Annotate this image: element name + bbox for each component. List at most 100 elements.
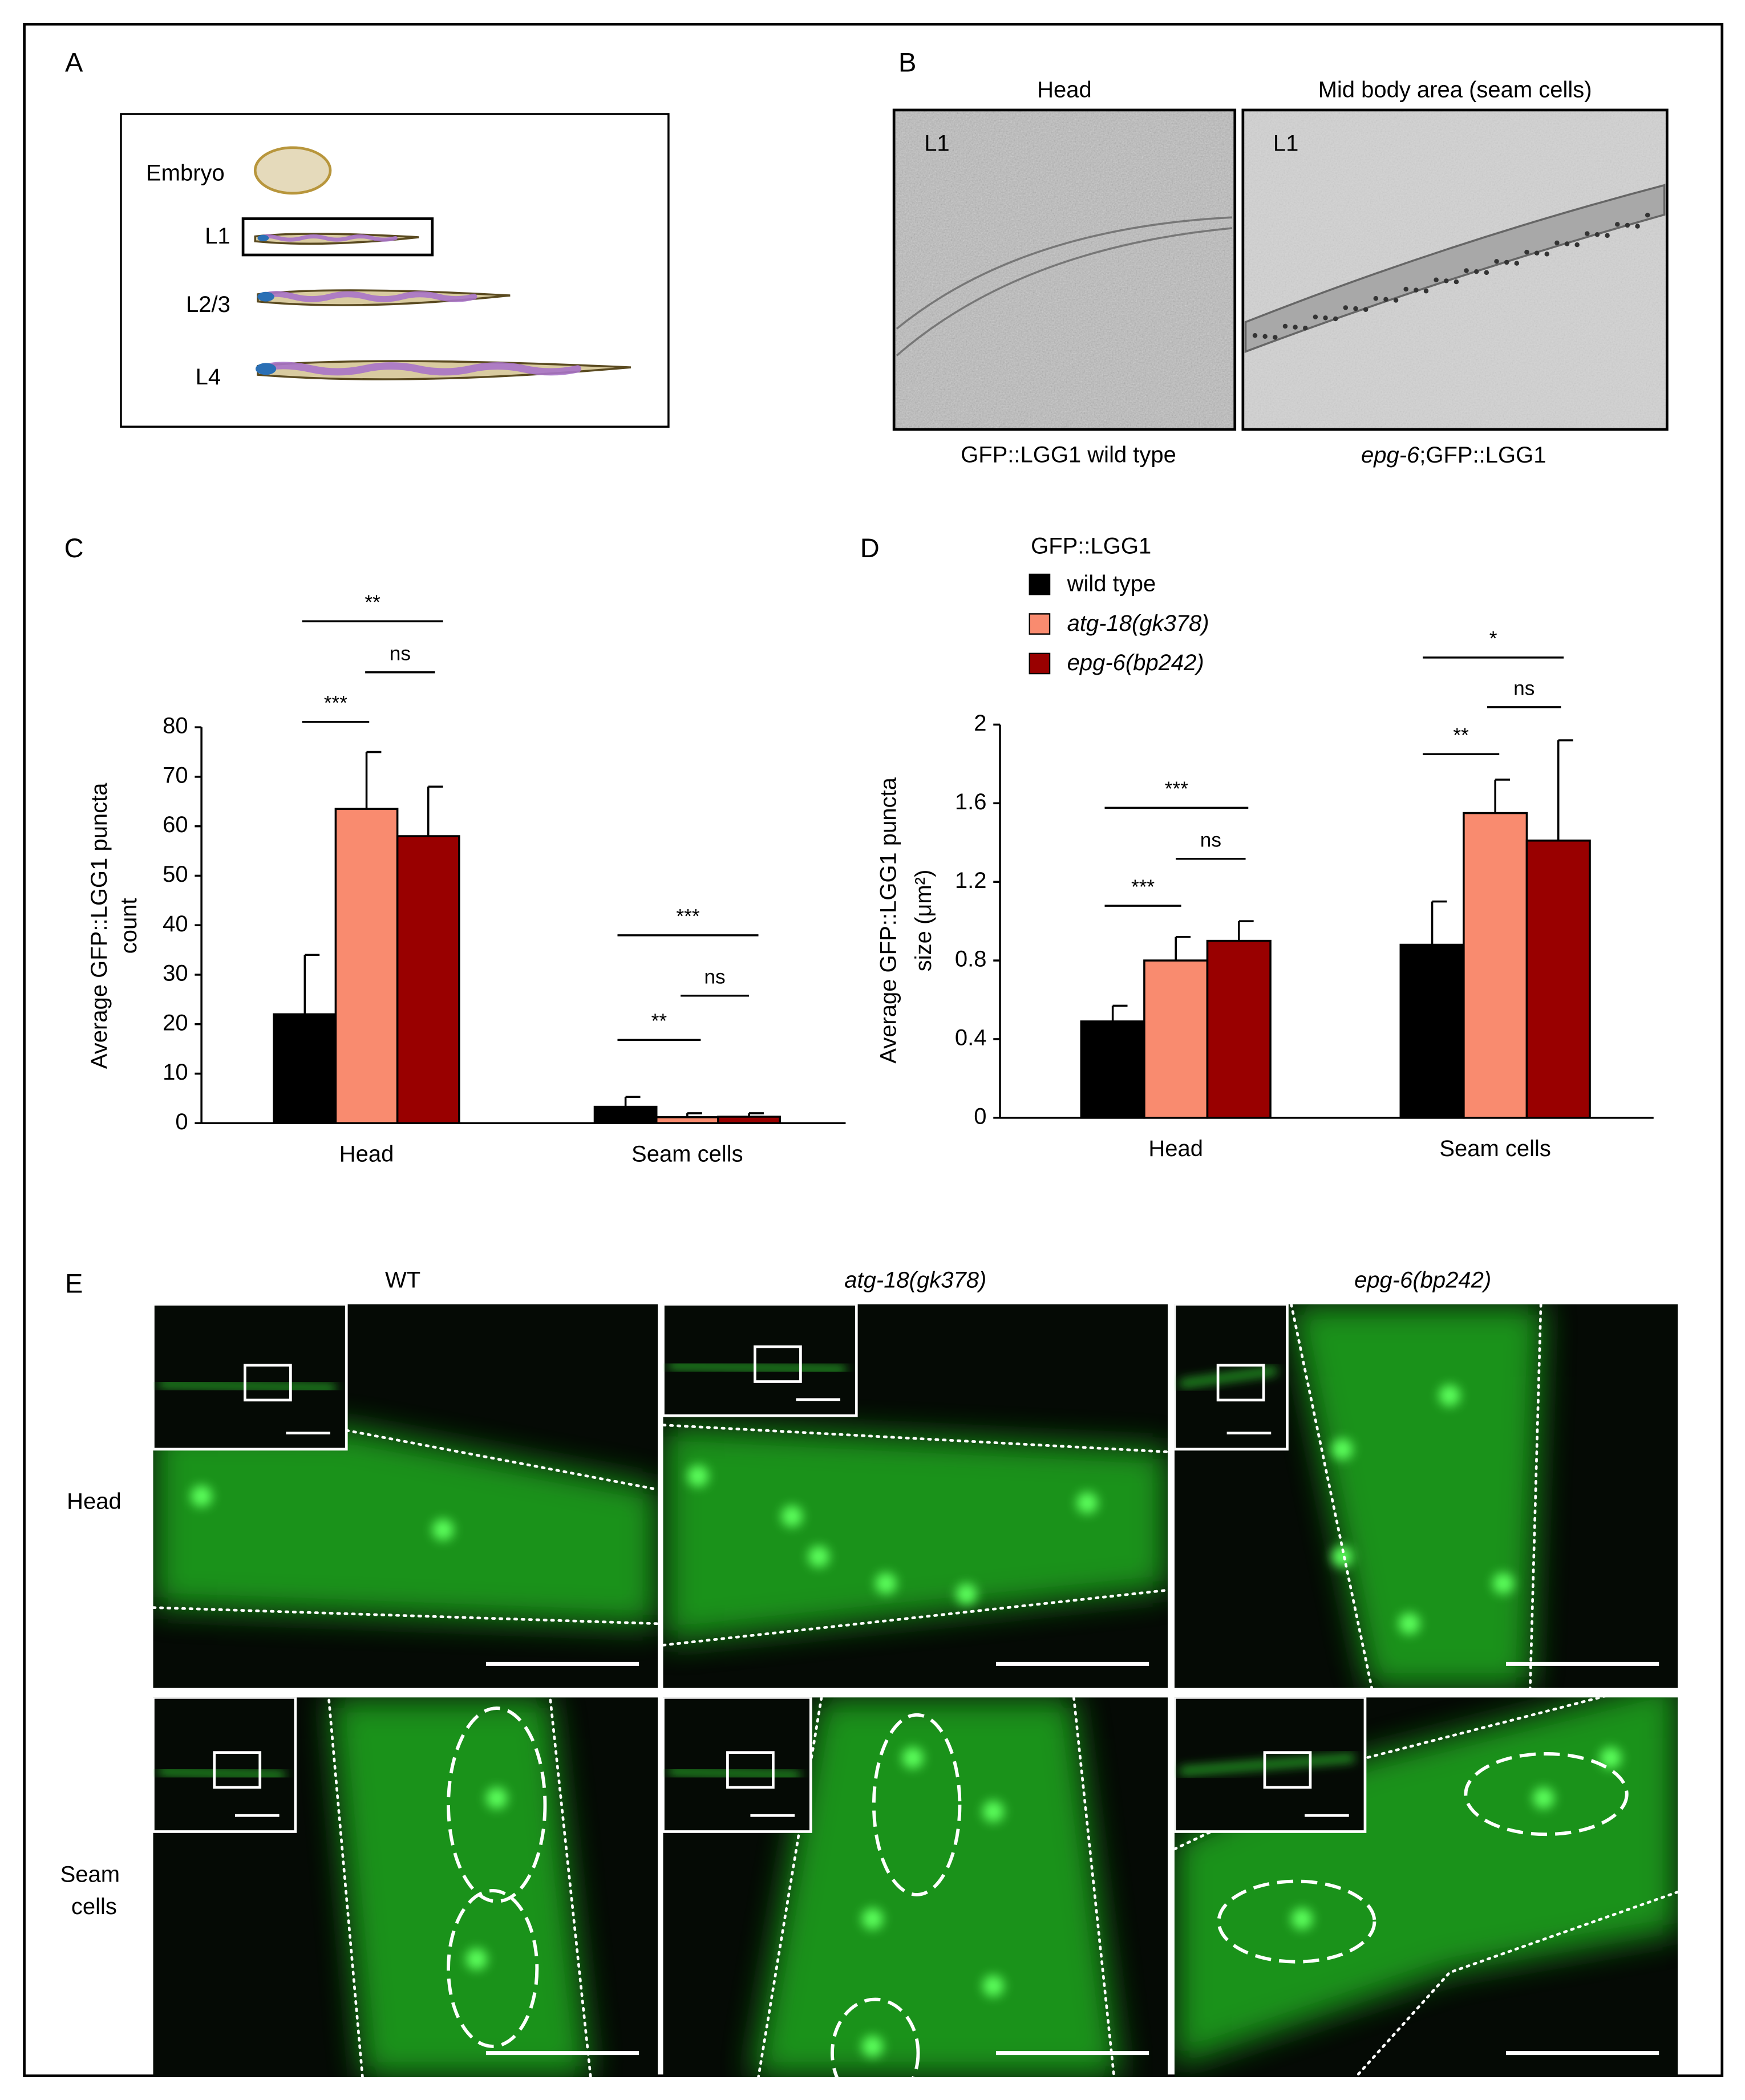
granule (1544, 252, 1549, 257)
y-axis-label: Average GFP::LGG1 puncta (87, 783, 112, 1069)
inset-box (213, 1751, 262, 1789)
inset-box (726, 1751, 775, 1789)
granule (1293, 325, 1298, 330)
inset-box (1216, 1364, 1265, 1402)
significance-label: ns (1200, 829, 1221, 851)
tissue-glow (329, 1697, 591, 2078)
granule (1252, 333, 1258, 338)
outline (153, 1606, 658, 1625)
stage-label: L4 (196, 364, 221, 390)
puncta (982, 1801, 1005, 1822)
legend-label: epg-6(bp242) (1067, 650, 1204, 675)
y-tick-label: 0.4 (955, 1025, 987, 1051)
granule (1373, 296, 1379, 301)
puncta (432, 1519, 454, 1540)
significance-label: ns (390, 642, 411, 664)
significance-label: ** (651, 1010, 667, 1032)
outline (1174, 1697, 1606, 1851)
stage-label: L2/3 (186, 292, 230, 317)
granule (1282, 323, 1288, 329)
bar (655, 1116, 719, 1124)
legend-swatch (1029, 652, 1051, 675)
significance-label: *** (1165, 778, 1188, 800)
worm-pharynx (255, 363, 277, 375)
x-tick-label: Head (339, 1141, 394, 1166)
legend-swatch (1029, 573, 1051, 595)
bar (1143, 959, 1209, 1119)
bar (1206, 939, 1272, 1119)
outline (1072, 1697, 1116, 2078)
y-axis-label: Average GFP::LGG1 puncta (876, 777, 901, 1063)
puncta (1600, 1747, 1622, 1769)
significance-label: *** (1131, 876, 1155, 898)
fluorescence-image (1174, 1697, 1678, 2078)
column-label: epg-6(bp242) (1354, 1267, 1491, 1292)
fluorescence-image (663, 1304, 1168, 1688)
puncta (1533, 1787, 1554, 1809)
puncta (956, 1583, 978, 1605)
bar (273, 1013, 337, 1124)
bar (396, 835, 460, 1124)
image-caption: GFP::LGG1 wild type (961, 442, 1176, 467)
puncta (1439, 1385, 1460, 1406)
granule (1313, 314, 1318, 319)
y-tick-label: 0.8 (955, 947, 987, 972)
granule (1484, 270, 1489, 275)
puncta (687, 1465, 709, 1487)
seam-cell (872, 1713, 962, 1896)
puncta (191, 1485, 212, 1507)
granule (1534, 250, 1540, 256)
puncta (485, 1787, 508, 1809)
seam-cell (1464, 1752, 1629, 1837)
granule (1323, 315, 1328, 321)
y-tick-label: 2 (974, 711, 986, 736)
granule (1554, 240, 1560, 246)
stage-label: L1 (924, 131, 949, 156)
worm-body (1244, 184, 1666, 353)
puncta (1331, 1546, 1353, 1567)
bar (334, 808, 399, 1124)
outline (1290, 1304, 1374, 1688)
outline (663, 1424, 1168, 1453)
row-label: Seam (60, 1862, 120, 1887)
outline (345, 1429, 658, 1491)
image-title: Mid body area (seam cells) (1318, 78, 1592, 103)
column-label: atg-18(gk378) (844, 1267, 986, 1292)
x-tick-label: Head (1148, 1136, 1203, 1161)
worm-outline (896, 216, 1233, 356)
inset-box (244, 1364, 292, 1402)
granule (1343, 305, 1349, 310)
bar (1399, 943, 1465, 1119)
x-tick-label: Seam cells (1439, 1136, 1551, 1161)
bar (1080, 1020, 1145, 1119)
significance-label: ** (1453, 724, 1469, 747)
micrograph-frame (1241, 108, 1669, 431)
significance-label: ns (1513, 678, 1535, 700)
inset (663, 1304, 858, 1417)
y-axis-label: size (μm²) (911, 870, 936, 972)
worm-gut (262, 362, 582, 376)
micrograph-noise (894, 110, 1235, 429)
granule (1605, 233, 1610, 238)
granule (1645, 212, 1650, 218)
y-tick-label: 0 (974, 1104, 986, 1129)
image-caption: epg-6;GFP::LGG1 (1361, 442, 1546, 467)
worm-gut (261, 234, 398, 242)
puncta (808, 1546, 830, 1567)
y-tick-label: 70 (163, 763, 188, 788)
panel-label: A (65, 47, 83, 77)
fluorescence-image (663, 1697, 1168, 2078)
granule (1464, 268, 1469, 273)
puncta (902, 1747, 924, 1769)
granule (1473, 269, 1479, 274)
granule (1454, 279, 1459, 285)
puncta (1492, 1572, 1515, 1595)
inset (153, 1304, 348, 1451)
granule (1585, 231, 1590, 236)
legend-label: atg-18(gk378) (1067, 611, 1209, 636)
inset-box (754, 1345, 802, 1383)
caption-reporter: ;GFP::LGG1 (1419, 442, 1546, 467)
stage-label: L1 (1273, 131, 1298, 156)
legend-title: GFP::LGG1 (1031, 533, 1151, 558)
